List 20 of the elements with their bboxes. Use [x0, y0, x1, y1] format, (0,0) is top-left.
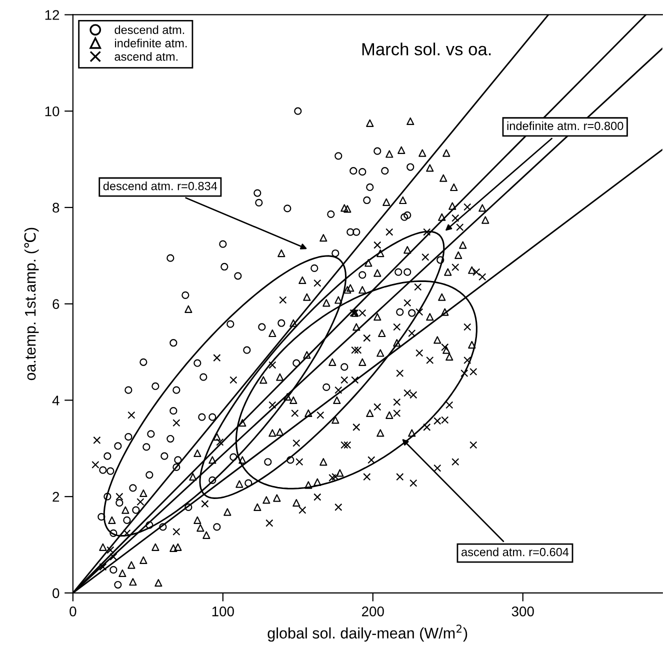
- y-tick-label: 4: [52, 396, 60, 406]
- annotation: descend atm. r=0.834: [103, 182, 218, 190]
- y-tick-label: 2: [52, 492, 60, 502]
- legend-label: descend atm.: [114, 25, 184, 34]
- y-tick-label: 12: [45, 10, 60, 20]
- legend-label: indefinite atm.: [115, 38, 187, 48]
- x-tick-label: 200: [362, 606, 384, 616]
- x-tick-label: 100: [212, 606, 234, 616]
- y-tick-label: 6: [52, 299, 60, 310]
- x-axis-title: global sol. daily-mean (W/m$^{2}$): [268, 624, 468, 642]
- legend-label: ascend atm.: [114, 52, 178, 61]
- text: March sol. vs oa.: [362, 42, 491, 56]
- x-tick-label: 300: [512, 606, 534, 616]
- y-tick-label: 10: [45, 106, 60, 116]
- y-tick-label: 0: [52, 588, 60, 598]
- y-tick-label: 8: [52, 202, 60, 213]
- annotation: indefinite atm. r=0.800: [507, 121, 624, 130]
- x-tick-label: 0: [70, 606, 76, 616]
- y-axis-title: oa.temp. 1st.amp. (℃): [24, 228, 39, 380]
- annotation: ascend atm. r=0.604: [462, 548, 569, 556]
